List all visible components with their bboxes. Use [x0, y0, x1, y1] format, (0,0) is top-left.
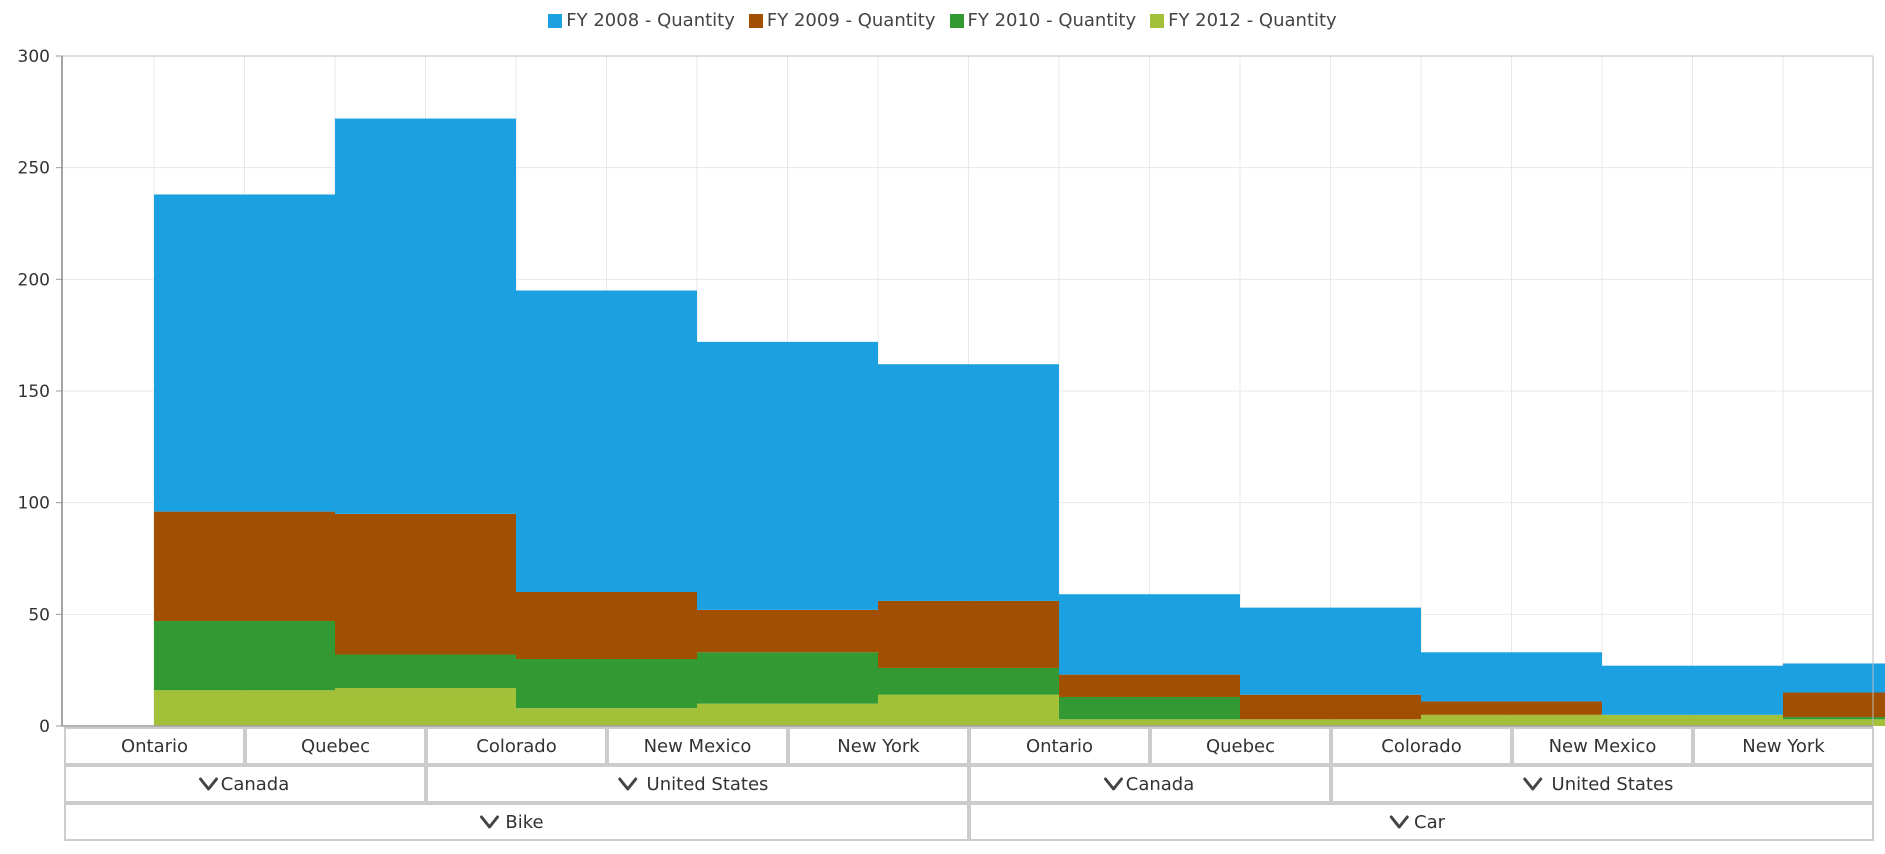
area-segment-fy-2008-quantity — [1421, 652, 1602, 702]
product-group-label: Bike — [505, 812, 543, 833]
area-segment-fy-2008-quantity — [1240, 607, 1421, 695]
legend-swatch-fy2010 — [949, 13, 964, 28]
legend-item-fy2012[interactable]: FY 2012 - Quantity — [1150, 10, 1337, 31]
y-tick-label: 250 — [18, 159, 50, 179]
area-segment-fy-2012-quantity — [697, 703, 878, 726]
y-tick-label: 50 — [28, 605, 50, 625]
area-segment-fy-2012-quantity — [1602, 714, 1783, 726]
y-tick-label: 150 — [18, 382, 50, 402]
y-tick-label: 300 — [18, 47, 50, 67]
category-label: New Mexico — [1549, 736, 1657, 757]
legend-label-fy2010: FY 2010 - Quantity — [967, 10, 1137, 31]
area-segment-fy-2010-quantity — [1059, 696, 1240, 720]
category-cell — [1512, 727, 1693, 765]
area-segment-fy-2012-quantity — [1059, 719, 1240, 726]
category-cell — [1150, 727, 1331, 765]
country-group-label: Canada — [221, 774, 290, 795]
country-group-cell — [1331, 765, 1874, 803]
category-label: Quebec — [301, 736, 370, 757]
area-segment-fy-2009-quantity — [697, 609, 878, 653]
area-segment-fy-2010-quantity — [516, 659, 697, 709]
legend: FY 2008 - Quantity FY 2009 - Quantity FY… — [0, 10, 1885, 31]
area-segment-fy-2009-quantity — [1783, 692, 1885, 718]
y-tick-label: 200 — [18, 270, 50, 290]
area-segment-fy-2012-quantity — [1421, 714, 1602, 726]
area-segment-fy-2009-quantity — [1421, 701, 1602, 715]
area-segment-fy-2009-quantity — [335, 513, 516, 655]
area-segment-fy-2009-quantity — [878, 600, 1059, 668]
legend-swatch-fy2012 — [1150, 13, 1165, 28]
chevron-down-icon — [1389, 815, 1409, 829]
area-segment-fy-2008-quantity — [154, 194, 335, 512]
area-segment-fy-2012-quantity — [516, 708, 697, 726]
category-cell — [969, 727, 1150, 765]
category-label: Ontario — [121, 736, 188, 757]
area-segment-fy-2008-quantity — [878, 364, 1059, 601]
area-segment-fy-2012-quantity — [878, 694, 1059, 726]
legend-label-fy2012: FY 2012 - Quantity — [1168, 10, 1337, 31]
area-segment-fy-2012-quantity — [1783, 719, 1885, 726]
category-label: Quebec — [1206, 736, 1275, 757]
area-segment-fy-2008-quantity — [1059, 594, 1240, 675]
area-segment-fy-2010-quantity — [878, 667, 1059, 695]
chevron-down-icon — [1523, 777, 1543, 791]
area-segment-fy-2010-quantity — [154, 621, 335, 691]
category-cell — [64, 727, 245, 765]
category-label: Colorado — [1381, 736, 1461, 757]
area-segment-fy-2008-quantity — [1602, 665, 1783, 715]
category-cell — [607, 727, 788, 765]
country-group-label: Canada — [1126, 774, 1195, 795]
country-group-cell — [426, 765, 969, 803]
legend-swatch-fy2008 — [548, 13, 563, 28]
legend-item-fy2009[interactable]: FY 2009 - Quantity — [748, 10, 936, 31]
category-label: Colorado — [476, 736, 556, 757]
area-segment-fy-2008-quantity — [697, 341, 878, 610]
y-tick-label: 100 — [18, 494, 50, 514]
area-segment-fy-2009-quantity — [1240, 694, 1421, 720]
category-label: New York — [837, 736, 920, 757]
country-group-cell — [969, 765, 1331, 803]
legend-label-fy2008: FY 2008 - Quantity — [566, 10, 735, 31]
category-cell — [1693, 727, 1874, 765]
category-cell — [1331, 727, 1512, 765]
chevron-down-icon — [480, 815, 499, 829]
country-group-label: United States — [1552, 774, 1674, 795]
category-cell — [788, 727, 969, 765]
legend-item-fy2010[interactable]: FY 2010 - Quantity — [949, 10, 1137, 31]
area-segment-fy-2008-quantity — [516, 290, 697, 592]
legend-swatch-fy2009 — [748, 13, 763, 28]
area-segment-fy-2009-quantity — [154, 511, 335, 622]
chevron-down-icon — [199, 777, 218, 791]
product-group-label: Car — [1414, 812, 1446, 833]
area-segment-fy-2012-quantity — [154, 690, 335, 726]
category-cell — [426, 727, 607, 765]
legend-item-fy2008[interactable]: FY 2008 - Quantity — [548, 10, 735, 31]
area-segment-fy-2009-quantity — [1059, 674, 1240, 697]
product-group-cell — [969, 803, 1874, 841]
area-segment-fy-2009-quantity — [516, 592, 697, 659]
area-segment-fy-2010-quantity — [697, 652, 878, 704]
category-label: New Mexico — [644, 736, 752, 757]
category-cell — [245, 727, 426, 765]
area-segment-fy-2010-quantity — [1783, 717, 1885, 720]
area-segment-fy-2012-quantity — [1240, 719, 1421, 726]
category-label: New York — [1742, 736, 1825, 757]
area-segment-fy-2008-quantity — [335, 118, 516, 514]
y-tick-label: 0 — [39, 717, 50, 737]
chevron-down-icon — [618, 777, 638, 791]
category-label: Ontario — [1026, 736, 1093, 757]
area-segment-fy-2010-quantity — [335, 654, 516, 689]
area-segment-fy-2008-quantity — [1783, 663, 1885, 693]
country-group-label: United States — [647, 774, 769, 795]
chevron-down-icon — [1104, 777, 1123, 791]
product-group-cell — [64, 803, 969, 841]
legend-label-fy2009: FY 2009 - Quantity — [766, 10, 936, 31]
area-segment-fy-2012-quantity — [335, 688, 516, 726]
country-group-cell — [64, 765, 426, 803]
